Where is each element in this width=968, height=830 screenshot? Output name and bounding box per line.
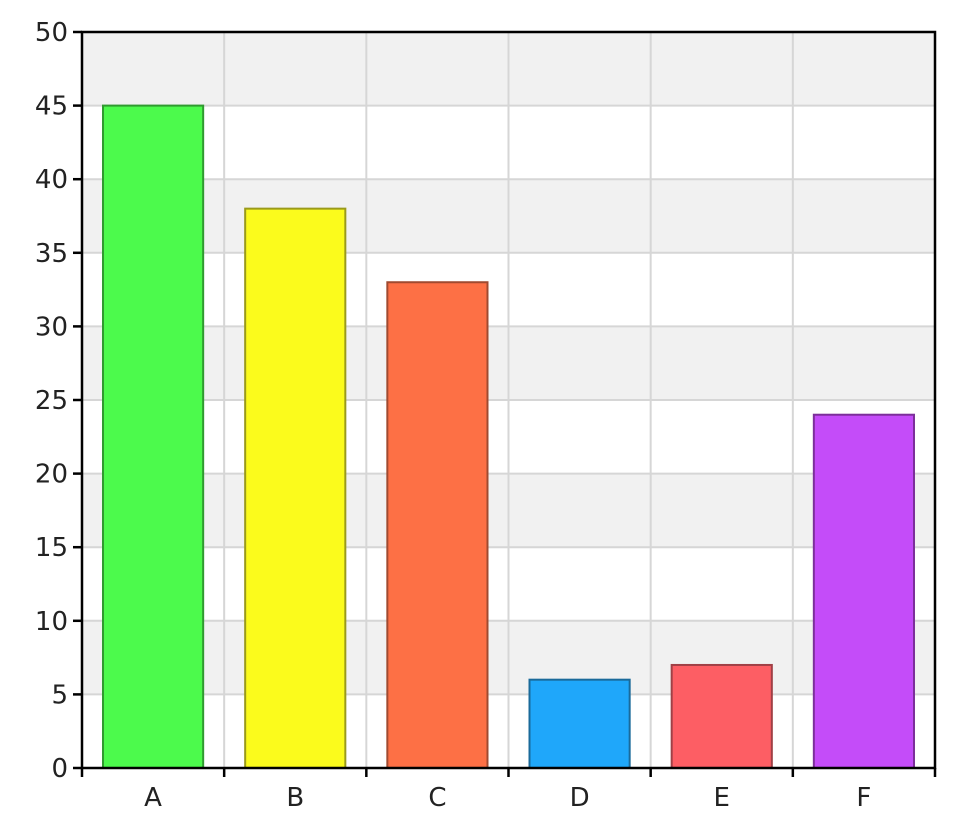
x-tick-label: E <box>714 783 730 813</box>
x-tick-label: D <box>570 783 590 813</box>
x-axis-ticks: A B C D E F <box>80 768 937 813</box>
bars <box>102 104 915 770</box>
bar-a <box>102 104 205 770</box>
x-tick-label: B <box>286 783 304 813</box>
y-tick-label: 45 <box>35 92 68 122</box>
bar-d <box>528 678 631 769</box>
bar-b <box>244 207 347 769</box>
bar-c <box>386 281 489 769</box>
y-tick-label: 40 <box>35 165 68 195</box>
vertical-gridlines <box>223 32 794 768</box>
x-tick-label: A <box>144 783 162 813</box>
y-tick-label: 10 <box>35 607 68 637</box>
y-tick-label: 35 <box>35 239 68 269</box>
bar-e <box>670 663 773 770</box>
y-tick-label: 5 <box>51 680 68 710</box>
y-axis-ticks: 0 5 10 15 20 25 30 35 40 45 50 <box>35 18 82 784</box>
bar-f <box>812 413 915 769</box>
y-tick-label: 30 <box>35 312 68 342</box>
x-tick-label: C <box>428 783 446 813</box>
x-tick-label: F <box>856 783 871 813</box>
y-tick-label: 50 <box>35 18 68 48</box>
y-tick-label: 20 <box>35 460 68 490</box>
y-tick-label: 0 <box>51 754 68 784</box>
y-tick-label: 25 <box>35 386 68 416</box>
y-tick-label: 15 <box>35 533 68 563</box>
